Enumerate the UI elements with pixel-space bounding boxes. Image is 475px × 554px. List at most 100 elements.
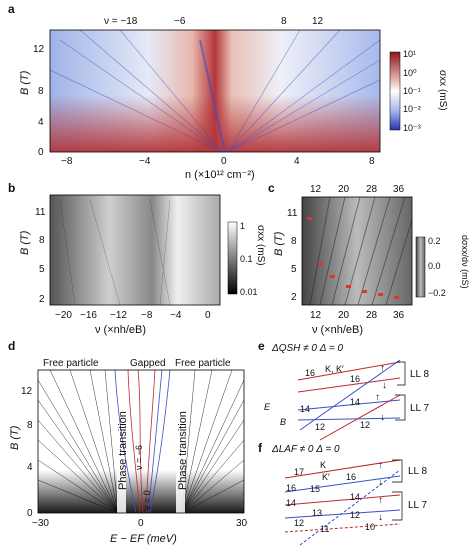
cbar-label-b: σxx (mS) xyxy=(255,225,266,266)
panel-label-d: d xyxy=(8,339,15,353)
ll-num-e-3: 14 xyxy=(350,397,360,407)
ll-num-f-5: 14 xyxy=(350,492,360,502)
xlabel-b: ν (×nh/eB) xyxy=(95,324,146,336)
colorbar-a xyxy=(389,51,401,131)
cbar-label-c: dσxx/dν (mS) xyxy=(460,235,470,289)
ytick-c-0: 2 xyxy=(291,292,297,303)
panel-c: c 12 20 28 36 B (T) 2 5 8 11 12 20 28 36… xyxy=(268,181,470,336)
ytick-b-1: 5 xyxy=(39,264,45,275)
xtick-b-2: −12 xyxy=(110,310,127,321)
ll-label-e-1: LL 7 xyxy=(410,403,430,414)
xtick-b-5: 0 xyxy=(205,310,211,321)
xtick-d-1: 0 xyxy=(138,518,144,529)
panel-label-b: b xyxy=(8,181,15,195)
cbar-b-1: 0.1 xyxy=(240,254,253,264)
ytick-c-1: 5 xyxy=(291,264,297,275)
ll-num-e-1: 16 xyxy=(350,374,360,384)
ytick-b-3: 11 xyxy=(35,207,46,218)
axis-e-E: E xyxy=(264,402,271,412)
panel-e: e ΔQSH ≠ 0 Δ = 0 K, K′ 16 16 14 14 12 12… xyxy=(258,339,430,441)
nu-marker-2: −6 xyxy=(174,16,186,27)
xtick-b-1: −16 xyxy=(80,310,97,321)
phase-transition-left: Phase transition xyxy=(117,411,129,490)
ll-num-e-5: 12 xyxy=(360,420,370,430)
spin-f-1: ↓ xyxy=(378,477,383,488)
xtick-b-0: −20 xyxy=(55,310,72,321)
ll-label-f-0: LL 8 xyxy=(408,466,428,477)
heatmap-b xyxy=(50,195,220,305)
axis-e-B: B xyxy=(280,417,286,427)
spin-e-2: ↑ xyxy=(375,392,380,403)
xtick-a-2: 0 xyxy=(221,156,227,167)
phase-transition-right: Phase transition xyxy=(177,411,189,490)
xlabel-d: E − EF (meV) xyxy=(110,533,177,545)
nu-label-0: ν = 0 xyxy=(142,490,152,510)
ytick-c-2: 8 xyxy=(291,236,297,247)
condition-e: ΔQSH ≠ 0 Δ = 0 xyxy=(271,343,343,354)
ll-num-f-10: 10 xyxy=(365,522,375,532)
xlabel-c: ν (×nh/eB) xyxy=(312,324,363,336)
spin-e-1: ↓ xyxy=(382,380,387,391)
panel-label-f: f xyxy=(258,441,263,455)
xtick-b-3: −8 xyxy=(141,310,153,321)
xtick-c-3: 36 xyxy=(393,310,405,321)
xtick-c-1: 20 xyxy=(338,310,350,321)
xtick-c-0: 12 xyxy=(310,310,322,321)
ll-num-f-9: 11 xyxy=(320,524,329,534)
ytick-b-0: 2 xyxy=(39,294,45,305)
xlabel-a: n (×10¹² cm⁻²) xyxy=(185,169,255,181)
spin-e-3: ↓ xyxy=(380,412,385,423)
panel-label-a: a xyxy=(8,2,15,16)
ytick-d-2: 8 xyxy=(27,420,33,431)
ll-num-f-3: 15 xyxy=(310,484,320,494)
spin-f-2: ↑ xyxy=(378,495,383,506)
cbar-a-3: 10⁻² xyxy=(403,104,421,114)
ylabel-c: B (T) xyxy=(273,231,285,256)
panel-label-e: e xyxy=(258,339,265,353)
panel-f: f ΔLAF ≠ 0 Δ = 0 K K′ 17 16 16 15 14 14 … xyxy=(258,441,428,546)
xtick-a-1: −4 xyxy=(139,156,151,167)
ll-num-e-4: 12 xyxy=(315,422,325,432)
nu-label-minus6: ν = −6 xyxy=(134,445,144,470)
spin-f-3: ↓ xyxy=(378,512,383,523)
cbar-a-4: 10⁻³ xyxy=(403,123,421,133)
xtick-d-0: −30 xyxy=(32,518,49,529)
cbar-b-2: 0.01 xyxy=(240,287,258,297)
panel-label-c: c xyxy=(268,181,275,195)
xtick-a-4: 8 xyxy=(369,156,375,167)
cbar-a-1: 10⁰ xyxy=(403,68,417,78)
cbar-a-2: 10⁻¹ xyxy=(403,86,421,96)
heatmap-c xyxy=(302,197,412,305)
xtick-b-4: −4 xyxy=(170,310,182,321)
cbar-c-0: 0.2 xyxy=(428,236,441,246)
xtick-c-2: 28 xyxy=(366,310,378,321)
xtick-a-0: −8 xyxy=(61,156,73,167)
region-label-3: Free particle xyxy=(175,358,231,369)
ytick-d-3: 12 xyxy=(21,386,33,397)
xtick-a-3: 4 xyxy=(294,156,300,167)
ytick-d-1: 4 xyxy=(27,462,33,473)
xtick-top-c-0: 12 xyxy=(310,184,322,195)
ll-num-f-0: 17 xyxy=(294,467,304,477)
region-label-1: Free particle xyxy=(43,358,99,369)
ylabel-a: B (T) xyxy=(19,70,31,95)
ll-num-f-1: 16 xyxy=(346,472,356,482)
cbar-a-0: 10¹ xyxy=(403,49,416,59)
ytick-b-2: 8 xyxy=(39,235,45,246)
xtick-top-c-3: 36 xyxy=(393,184,405,195)
condition-f: ΔLAF ≠ 0 Δ = 0 xyxy=(271,444,340,455)
nu-marker-1: ν = −18 xyxy=(104,16,138,27)
panel-d: d Free particle Gapped Free particle xyxy=(8,339,248,545)
ll-num-f-2: 16 xyxy=(286,483,296,493)
valley-f-1: K xyxy=(320,460,326,470)
ll-num-f-6: 13 xyxy=(312,508,322,518)
ytick-a-0: 0 xyxy=(38,147,44,158)
colorbar-c xyxy=(415,236,426,298)
heatmap-a xyxy=(49,29,381,153)
nu-marker-4: 12 xyxy=(312,16,324,27)
ll-num-f-7: 12 xyxy=(294,518,304,528)
ylabel-b: B (T) xyxy=(19,230,31,255)
ll-fan-d xyxy=(37,369,245,514)
ll-label-f-1: LL 7 xyxy=(408,500,428,511)
